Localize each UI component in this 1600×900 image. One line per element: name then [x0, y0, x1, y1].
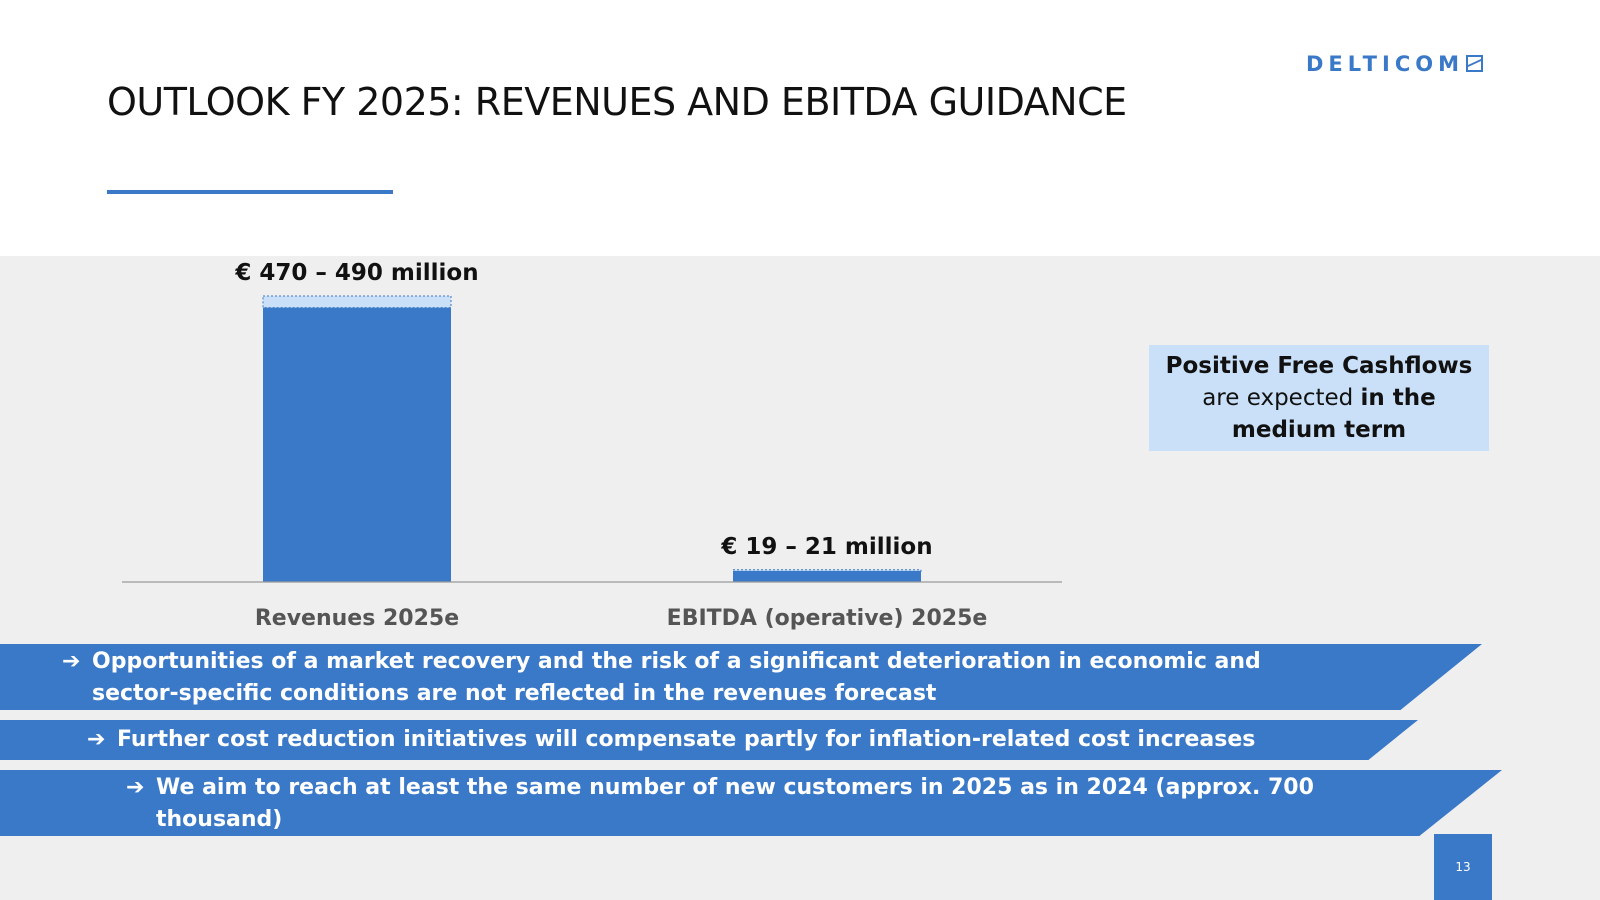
content-area: € 470 – 490 million Revenues 2025e € 19 – …	[0, 256, 1600, 900]
callout-line-2-bold: in the	[1360, 385, 1436, 411]
category-label-0: Revenues 2025e	[254, 606, 460, 631]
delticom-logo: DELTICOM	[1306, 52, 1483, 76]
callout-line-1: Positive Free Cashflows	[1165, 353, 1473, 379]
category-label-1: EBITDA (operative) 2025e	[666, 606, 988, 631]
page-number: 13	[1434, 834, 1492, 900]
banner-text: Opportunities of a market recovery and t…	[92, 649, 1261, 706]
logo-mark-icon	[1465, 55, 1483, 72]
logo-text: DELTICOM	[1306, 52, 1464, 76]
data-label-1: € 19 – 21 million	[721, 533, 933, 560]
callout-line-2-normal: are expected	[1202, 385, 1361, 411]
arrow-right-icon: ➔	[87, 727, 106, 752]
callout-line-3: medium term	[1231, 417, 1407, 443]
banner-text: Further cost reduction initiatives will …	[117, 727, 1256, 752]
title-underline	[107, 190, 393, 194]
free-cashflow-callout: Positive Free Cashflows are expected in …	[1149, 345, 1489, 451]
slide-title: OUTLOOK FY 2025: REVENUES AND EBITDA GUI…	[107, 80, 1127, 124]
bar-1	[733, 570, 921, 582]
banner-market-recovery: ➔ Opportunities of a market recovery and …	[0, 644, 1482, 710]
banner-new-customers: ➔ We aim to reach at least the same numbe…	[0, 770, 1502, 836]
bar-0	[263, 307, 451, 582]
guidance-bar-chart	[122, 295, 1062, 583]
data-label-0: € 470 – 490 million	[235, 260, 479, 286]
banner-cost-reduction: ➔ Further cost reduction initiatives will…	[0, 720, 1418, 760]
arrow-right-icon: ➔	[62, 649, 81, 674]
arrow-right-icon: ➔	[126, 775, 145, 800]
banner-text: We aim to reach at least the same number…	[156, 775, 1314, 832]
bar-range-0	[262, 295, 452, 309]
